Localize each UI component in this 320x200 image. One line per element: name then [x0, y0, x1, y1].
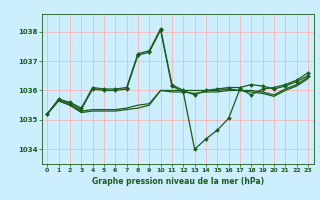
- X-axis label: Graphe pression niveau de la mer (hPa): Graphe pression niveau de la mer (hPa): [92, 177, 264, 186]
